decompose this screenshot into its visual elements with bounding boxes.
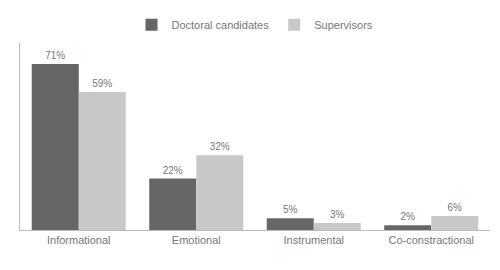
svg-text:32%: 32% — [210, 141, 230, 152]
svg-text:5%: 5% — [283, 204, 298, 215]
svg-text:2%: 2% — [400, 211, 415, 222]
svg-text:Emotional: Emotional — [172, 234, 221, 246]
svg-text:Instrumental: Instrumental — [283, 234, 344, 246]
svg-text:3%: 3% — [330, 209, 345, 220]
svg-text:6%: 6% — [447, 202, 462, 213]
svg-text:71%: 71% — [45, 50, 65, 61]
svg-text:Informational: Informational — [47, 234, 111, 246]
svg-text:Doctoral candidates: Doctoral candidates — [172, 19, 270, 31]
svg-text:59%: 59% — [92, 78, 112, 89]
svg-text:Supervisors: Supervisors — [314, 19, 373, 31]
svg-text:Co-constractional: Co-constractional — [388, 234, 474, 246]
svg-text:22%: 22% — [163, 165, 183, 176]
